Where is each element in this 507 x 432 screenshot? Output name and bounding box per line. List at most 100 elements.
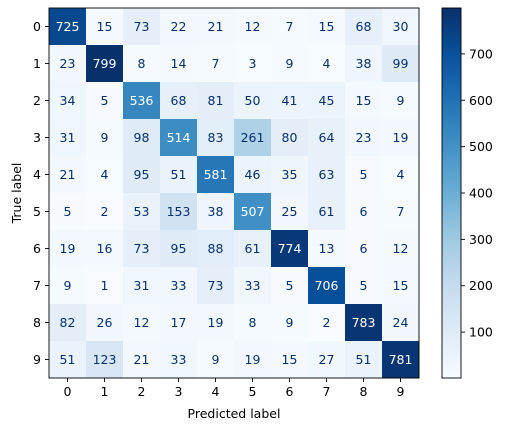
cell-value-label: 725 [56,19,80,34]
cell-value-label: 2 [101,204,109,219]
plot-frame [48,7,420,379]
heatmap-cell [197,193,235,231]
heatmap-cell [271,119,309,157]
cell-value-label: 31 [60,130,76,145]
heatmap-cell [123,156,161,194]
cell-value-label: 45 [319,93,335,108]
heatmap-cell [271,45,309,83]
heatmap-cell [160,193,198,231]
heatmap-cell [160,119,198,157]
cell-value-label: 95 [171,241,187,256]
heatmap-cell [271,193,309,231]
heatmap-cell [234,193,272,231]
cell-value-label: 15 [282,352,298,367]
colorbar-tick-label: 600 [469,93,493,108]
y-axis-label: True label [9,163,24,225]
heatmap-cell [49,45,87,83]
heatmap-cell [197,267,235,305]
heatmap-cell [234,267,272,305]
cell-value-label: 61 [245,241,261,256]
heatmap-cell [86,230,124,268]
heatmap-cell [382,8,420,46]
cell-value-label: 5 [101,93,109,108]
cell-value-label: 261 [241,130,265,145]
heatmap-cell [160,156,198,194]
y-tick-label: 9 [33,352,41,367]
cell-value-label: 9 [212,352,220,367]
cell-value-label: 31 [134,278,150,293]
colorbar-ticks: 100 200 300 400 500 600 700 [461,46,493,340]
heatmap-cell [234,119,272,157]
cell-value-label: 4 [323,56,331,71]
heatmap-cell [86,8,124,46]
y-tick-label: 8 [33,315,41,330]
heatmap-cell [271,230,309,268]
heatmap-cell [382,45,420,83]
heatmap-cell [382,119,420,157]
heatmap-cell [308,230,346,268]
cell-value-label: 8 [249,315,257,330]
x-tick-label: 1 [101,384,109,399]
x-axis-label: Predicted label [188,406,281,421]
cell-value-label: 7 [286,19,294,34]
heatmap-cell [308,119,346,157]
heatmap-cell [345,82,383,120]
x-tick-label: 2 [138,384,146,399]
colorbar-tick-label: 700 [469,46,493,61]
heatmap-cell [49,230,87,268]
cell-value-label: 15 [97,19,113,34]
x-tick-label: 8 [360,384,368,399]
cell-value-label: 95 [134,167,150,182]
heatmap-cell [49,304,87,342]
heatmap-cell [86,82,124,120]
heatmap-cell [123,119,161,157]
heatmap-cell [197,156,235,194]
cell-value-label: 38 [208,204,224,219]
heatmap-cell [197,45,235,83]
heatmap-cell [345,119,383,157]
colorbar-tick-label: 200 [469,278,493,293]
heatmap-cell [382,230,420,268]
heatmap-cell [308,341,346,379]
heatmap-cell [160,230,198,268]
cell-value-label: 17 [171,315,187,330]
heatmap-cell [382,82,420,120]
heatmap-cell [271,267,309,305]
x-axis-ticks: 0 1 2 3 4 5 6 7 8 9 [64,378,405,399]
heatmap-cell [49,341,87,379]
cell-value-label: 12 [245,19,261,34]
heatmap-cell [49,156,87,194]
cell-value-label: 33 [171,278,187,293]
heatmap-cell [234,341,272,379]
cell-value-label: 15 [319,19,335,34]
cell-value-label: 34 [60,93,76,108]
heatmap-cell [271,8,309,46]
cell-value-label: 781 [389,352,413,367]
cell-value-label: 30 [393,19,409,34]
cell-value-label: 7 [397,204,405,219]
cell-value-label: 35 [282,167,298,182]
heatmap-cell [123,267,161,305]
heatmap-cell [197,119,235,157]
cell-value-label: 68 [356,19,372,34]
cell-value-label: 26 [97,315,113,330]
heatmap-cell [123,193,161,231]
cell-value-label: 50 [245,93,261,108]
cell-value-label: 64 [319,130,335,145]
cell-value-label: 4 [397,167,405,182]
heatmap-cell [308,267,346,305]
heatmap-cell [345,193,383,231]
x-tick-label: 7 [323,384,331,399]
cell-value-label: 24 [393,315,409,330]
heatmap-cell [123,230,161,268]
heatmap-cell [345,45,383,83]
y-tick-label: 7 [33,278,41,293]
cell-value-label: 799 [93,56,117,71]
x-tick-label: 3 [175,384,183,399]
cell-value-label: 53 [134,204,150,219]
heatmap-cell [345,230,383,268]
cell-value-label: 5 [64,204,72,219]
cell-value-label: 9 [397,93,405,108]
heatmap-cell [86,156,124,194]
cell-value-label: 33 [245,278,261,293]
